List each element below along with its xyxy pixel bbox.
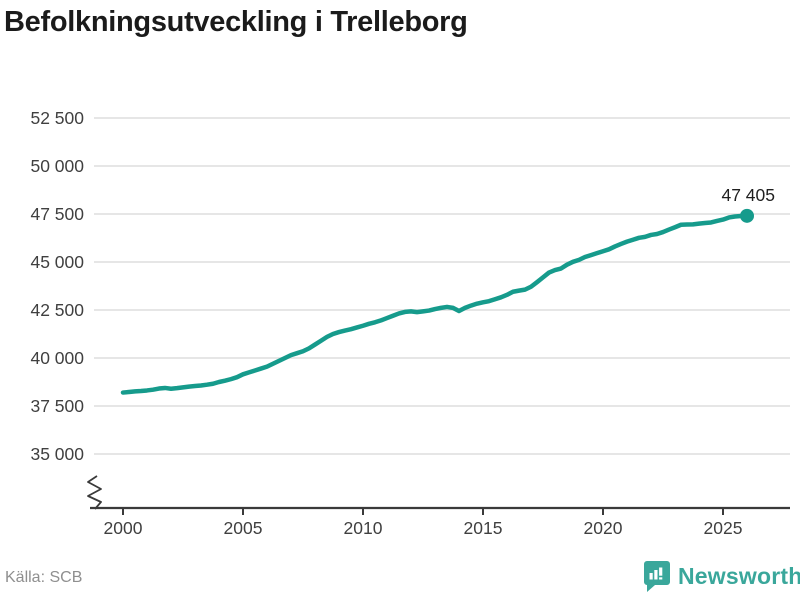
newsworthy-logo-icon <box>644 561 670 592</box>
logo-exclamation-dot <box>659 577 663 580</box>
logo-exclamation-bar <box>659 567 663 576</box>
x-tick-label: 2005 <box>224 518 263 538</box>
end-point-label: 47 405 <box>721 185 775 205</box>
x-tick-label: 2020 <box>584 518 623 538</box>
page-title: Befolkningsutveckling i Trelleborg <box>4 6 468 38</box>
newsworthy-branding: Newsworthy <box>644 560 800 592</box>
y-tick-label: 45 000 <box>30 252 84 272</box>
logo-bar-1 <box>649 573 653 580</box>
end-point-dot <box>740 208 754 223</box>
y-tick-label: 35 000 <box>30 444 84 464</box>
y-tick-label: 47 500 <box>30 204 84 224</box>
newsworthy-wordmark: Newsworthy <box>678 562 800 589</box>
y-tick-label: 37 500 <box>30 396 84 416</box>
x-tick-label: 2015 <box>464 518 503 538</box>
x-tick-label: 2000 <box>104 518 143 538</box>
x-tick-label: 2025 <box>704 518 743 538</box>
y-tick-label: 52 500 <box>30 108 84 128</box>
axis-break-icon <box>87 475 102 510</box>
y-tick-label: 42 500 <box>30 300 84 320</box>
x-tick-label: 2010 <box>344 518 383 538</box>
source-note: Källa: SCB <box>5 569 83 586</box>
y-tick-label: 50 000 <box>30 156 84 176</box>
population-line <box>120 213 750 395</box>
y-tick-label: 40 000 <box>30 348 84 368</box>
logo-bar-2 <box>654 570 658 580</box>
